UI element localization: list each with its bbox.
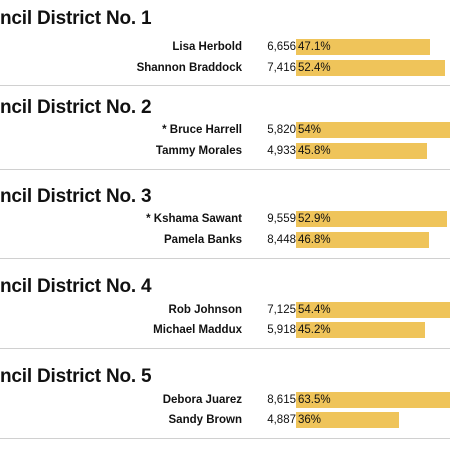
vote-count: 6,656 bbox=[267, 41, 296, 53]
vote-percent: 47.1% bbox=[298, 41, 331, 53]
vote-count: 8,615 bbox=[267, 394, 296, 406]
vote-count: 5,820 bbox=[267, 124, 296, 136]
candidate-row: * Bruce Harrell 5,820 54% bbox=[0, 121, 450, 139]
candidate-name: Debora Juarez bbox=[162, 394, 242, 406]
race-title: ncil District No. 1 bbox=[0, 8, 152, 29]
candidate-row: Shannon Braddock 7,416 52.4% bbox=[0, 59, 450, 77]
race-title: ncil District No. 4 bbox=[0, 276, 152, 297]
vote-percent: 45.8% bbox=[298, 145, 331, 157]
candidate-name: Lisa Herbold bbox=[172, 41, 242, 53]
vote-share-bar bbox=[296, 322, 425, 338]
race-divider bbox=[0, 258, 450, 259]
vote-share-bar bbox=[296, 392, 450, 408]
candidate-row: Lisa Herbold 6,656 47.1% bbox=[0, 38, 450, 56]
candidate-name: Rob Johnson bbox=[168, 304, 242, 316]
vote-share-bar bbox=[296, 211, 447, 227]
vote-percent: 36% bbox=[298, 414, 322, 426]
vote-count: 8,448 bbox=[267, 234, 296, 246]
candidate-name: Sandy Brown bbox=[168, 414, 242, 426]
race-district-5: ncil District No. 5 Debora Juarez 8,615 … bbox=[0, 364, 450, 454]
race-divider bbox=[0, 438, 450, 439]
candidate-row: Michael Maddux 5,918 45.2% bbox=[0, 321, 450, 339]
race-district-3: ncil District No. 3 * Kshama Sawant 9,55… bbox=[0, 184, 450, 274]
vote-share-bar bbox=[296, 412, 399, 428]
vote-percent: 52.4% bbox=[298, 62, 331, 74]
vote-share-bar bbox=[296, 232, 430, 248]
vote-share-bar bbox=[296, 302, 450, 318]
candidate-name: Tammy Morales bbox=[155, 145, 242, 157]
race-title: ncil District No. 5 bbox=[0, 366, 152, 387]
race-district-1: ncil District No. 1 Lisa Herbold 6,656 4… bbox=[0, 6, 450, 96]
vote-share-bar bbox=[296, 60, 446, 76]
candidate-name: * Bruce Harrell bbox=[162, 124, 242, 136]
race-district-4: ncil District No. 4 Rob Johnson 7,125 54… bbox=[0, 274, 450, 364]
candidate-row: Pamela Banks 8,448 46.8% bbox=[0, 231, 450, 249]
vote-share-bar bbox=[296, 143, 427, 159]
candidate-name: Shannon Braddock bbox=[136, 62, 242, 74]
candidate-row: Sandy Brown 4,887 36% bbox=[0, 411, 450, 429]
vote-count: 7,416 bbox=[267, 62, 296, 74]
vote-count: 7,125 bbox=[267, 304, 296, 316]
race-title: ncil District No. 3 bbox=[0, 186, 152, 207]
race-divider bbox=[0, 169, 450, 170]
candidate-row: * Kshama Sawant 9,559 52.9% bbox=[0, 210, 450, 228]
vote-percent: 52.9% bbox=[298, 213, 331, 225]
candidate-name: Pamela Banks bbox=[164, 234, 242, 246]
vote-count: 4,933 bbox=[267, 145, 296, 157]
vote-percent: 63.5% bbox=[298, 394, 331, 406]
candidate-row: Tammy Morales 4,933 45.8% bbox=[0, 142, 450, 160]
race-title: ncil District No. 2 bbox=[0, 97, 152, 118]
candidate-name: Michael Maddux bbox=[153, 324, 242, 336]
vote-percent: 54% bbox=[298, 124, 322, 136]
race-district-2: ncil District No. 2 * Bruce Harrell 5,82… bbox=[0, 95, 450, 185]
vote-percent: 45.2% bbox=[298, 324, 331, 336]
vote-count: 4,887 bbox=[267, 414, 296, 426]
vote-count: 9,559 bbox=[267, 213, 296, 225]
vote-percent: 46.8% bbox=[298, 234, 331, 246]
candidate-name: * Kshama Sawant bbox=[146, 213, 242, 225]
race-divider bbox=[0, 348, 450, 349]
vote-share-bar bbox=[296, 39, 431, 55]
vote-share-bar bbox=[296, 122, 450, 138]
candidate-row: Debora Juarez 8,615 63.5% bbox=[0, 391, 450, 409]
race-divider bbox=[0, 85, 450, 86]
candidate-row: Rob Johnson 7,125 54.4% bbox=[0, 301, 450, 319]
vote-percent: 54.4% bbox=[298, 304, 331, 316]
vote-count: 5,918 bbox=[267, 324, 296, 336]
